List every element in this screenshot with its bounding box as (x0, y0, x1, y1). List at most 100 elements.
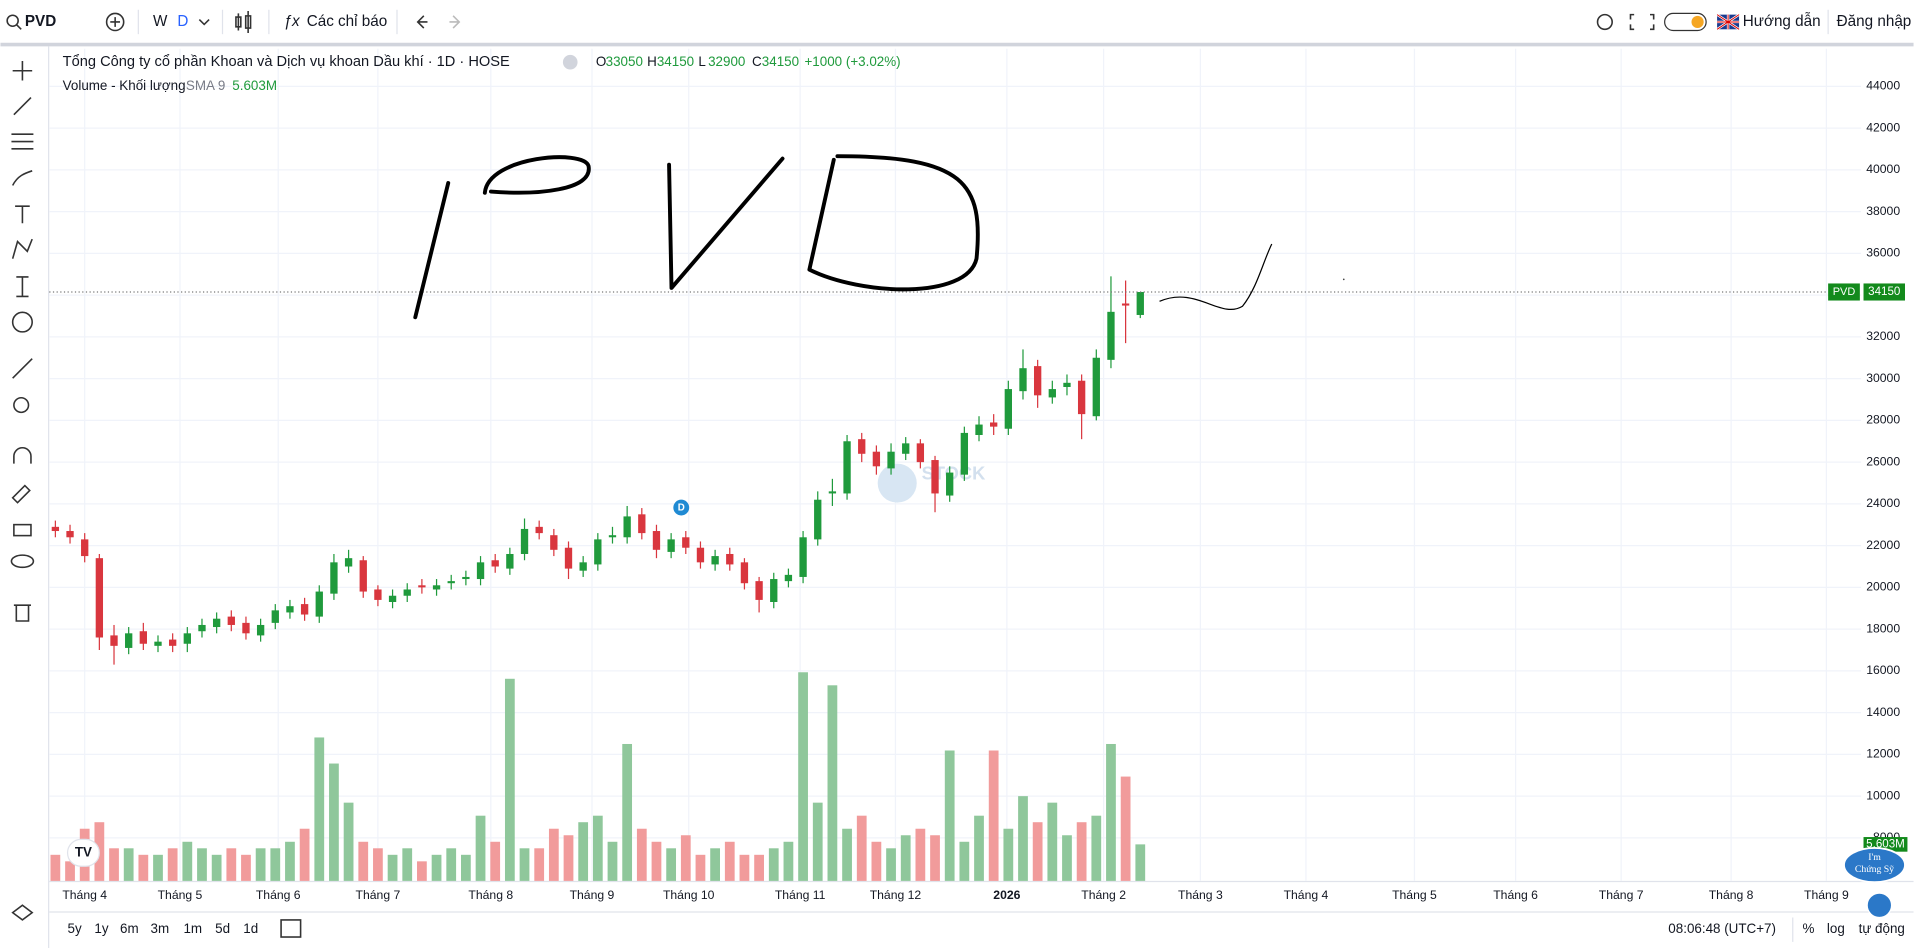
text-tool[interactable] (15, 205, 30, 224)
volume-bar (504, 678, 515, 881)
legend-toggle[interactable] (562, 54, 578, 70)
crosshair-tool[interactable] (12, 61, 33, 81)
candle-body (858, 439, 866, 454)
volume-bar (856, 815, 867, 881)
ruler-tool[interactable] (12, 358, 33, 379)
y-tick-label: 42000 (1866, 120, 1900, 134)
measure-tool[interactable] (16, 276, 29, 298)
y-tick-label: 36000 (1866, 246, 1900, 260)
volume-legend-value: 5.603M (232, 78, 277, 93)
volume-bar (182, 841, 193, 881)
candle-body (183, 633, 191, 644)
settings[interactable] (1596, 13, 1613, 31)
volume-bar (1106, 743, 1116, 881)
y-tick-label: 30000 (1866, 371, 1900, 385)
object-tree[interactable] (11, 904, 34, 921)
date-range[interactable] (280, 919, 302, 938)
candle-body (564, 547, 573, 569)
range-button[interactable]: 5d (215, 921, 230, 936)
candle-body (418, 585, 426, 588)
x-tick-label: Tháng 10 (663, 888, 715, 902)
pattern-tool[interactable] (11, 238, 33, 259)
volume-bar (1091, 815, 1102, 881)
redo[interactable] (449, 15, 461, 29)
candle-body (51, 526, 60, 532)
indicators[interactable]: Các chỉ báo (307, 13, 388, 30)
candle-body (198, 624, 206, 632)
candle-body (579, 562, 587, 571)
volume-bar (930, 835, 940, 881)
x-tick-label: Tháng 3 (1178, 888, 1223, 902)
trendline-tool[interactable] (13, 97, 32, 116)
range-button[interactable]: 6m (120, 921, 139, 936)
event-marker[interactable] (673, 499, 690, 516)
symbol-tag-label: PVD (1833, 286, 1856, 298)
zoom-tool[interactable] (13, 396, 30, 414)
badge-mascot (1866, 892, 1893, 919)
search-icon[interactable] (6, 14, 19, 28)
x-tick-label: Tháng 8 (1709, 888, 1754, 902)
volume-bar (783, 841, 794, 881)
log-toggle[interactable]: log (1827, 921, 1845, 936)
candle-body (139, 631, 147, 644)
volume-bar (1062, 835, 1072, 881)
guide[interactable]: Hướng dẫn (1743, 13, 1821, 30)
volume-bar (123, 848, 134, 881)
interval-d[interactable]: D (177, 13, 188, 30)
volume-bar (812, 802, 823, 881)
volume-bar (578, 822, 589, 881)
candle-body (638, 514, 646, 534)
bottom-bar: 5y 1y 6m 3m 1m 5d 1d (68, 921, 259, 936)
interval-menu[interactable] (198, 18, 210, 26)
range-button[interactable]: 1y (94, 921, 108, 936)
y-tick-label: 40000 (1866, 162, 1900, 176)
volume-bar (915, 828, 926, 881)
legend-change: +1000 (+3.02%) (804, 54, 900, 69)
volume-bar (109, 848, 119, 881)
x-tick-label: Tháng 12 (870, 888, 922, 902)
hand-stroke (807, 154, 980, 292)
range-button[interactable]: 1m (183, 921, 202, 936)
volume-bar (680, 835, 691, 881)
chart-type[interactable] (235, 10, 252, 33)
candle-body (1092, 357, 1100, 417)
volume-bar (460, 854, 471, 881)
volume-bar (739, 854, 750, 881)
range-button[interactable]: 1d (243, 921, 258, 936)
volume-bar (710, 848, 720, 881)
candle-body (256, 624, 265, 636)
add-symbol[interactable] (105, 12, 125, 32)
symbol[interactable]: PVD (25, 13, 56, 30)
last-price-tag (1863, 283, 1905, 301)
lock-draw-tool[interactable] (11, 484, 31, 504)
fib-tool[interactable] (11, 133, 34, 150)
candle-body (946, 472, 954, 496)
volume-bar (988, 750, 999, 881)
volume-bar (842, 828, 852, 881)
delete-tool[interactable] (13, 604, 31, 622)
candle-body (916, 443, 925, 463)
emoji-tool[interactable] (11, 311, 33, 333)
y-tick-label: 16000 (1866, 663, 1900, 677)
candle-body (476, 562, 485, 580)
login[interactable]: Đăng nhập (1837, 13, 1912, 30)
volume-bar (65, 861, 75, 881)
candle-body (887, 451, 895, 469)
candle-body (520, 528, 529, 554)
fullscreen[interactable] (1629, 13, 1655, 31)
volume-bar (197, 848, 207, 881)
volume-bar (153, 854, 163, 881)
percent-toggle[interactable]: % (1803, 921, 1815, 936)
magnet-tool[interactable] (13, 446, 32, 464)
auto-toggle[interactable]: tự động (1859, 921, 1905, 936)
range-button[interactable]: 3m (151, 921, 170, 936)
undo[interactable] (416, 15, 428, 29)
badge[interactable] (1843, 847, 1906, 884)
range-button[interactable]: 5y (68, 921, 82, 936)
visibility-tool[interactable] (10, 554, 35, 569)
interval-w[interactable]: W (153, 13, 168, 30)
y-tick-label: 12000 (1866, 747, 1900, 761)
lock-tool[interactable] (13, 523, 32, 537)
brush-tool[interactable] (11, 170, 33, 186)
